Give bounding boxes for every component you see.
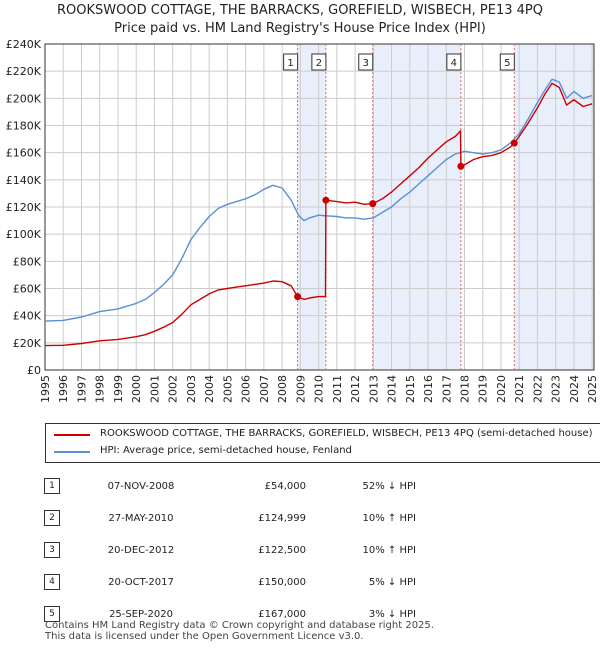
legend-hpi-label: HPI: Average price, semi-detached house,… xyxy=(100,445,352,456)
sale-hpi-diff: 10% ↑ HPI xyxy=(362,512,416,524)
y-tick-label: £220K xyxy=(6,65,42,78)
x-tick-label: 2011 xyxy=(331,375,344,403)
x-tick-label: 2006 xyxy=(240,375,253,403)
table-row: 2 27-MAY-2010 £124,999 10% ↑ HPI xyxy=(44,502,416,534)
table-row: 4 20-OCT-2017 £150,000 5% ↓ HPI xyxy=(44,566,416,598)
x-tick-label: 2016 xyxy=(422,375,435,403)
sale-hpi-diff: 52% ↓ HPI xyxy=(362,480,416,492)
table-row: 1 07-NOV-2008 £54,000 52% ↓ HPI xyxy=(44,470,416,502)
x-tick-label: 2021 xyxy=(513,375,526,403)
legend-item-property: ROOKSWOOD COTTAGE, THE BARRACKS, GOREFIE… xyxy=(46,427,600,443)
sale-price: £167,000 xyxy=(258,608,306,620)
y-tick-label: £40K xyxy=(13,310,42,323)
legend-hpi-swatch xyxy=(54,451,90,453)
sale-date: 20-OCT-2017 xyxy=(108,576,174,588)
sale-hpi-diff: 5% ↓ HPI xyxy=(368,576,416,588)
price-chart: 1 2 3 4 5 £0 £20K £40K £60K £80K £100K £120K £140K £1… xyxy=(6,38,599,403)
y-tick-label: £0 xyxy=(27,364,41,377)
sale-box-label-4: 4 xyxy=(451,58,457,69)
x-tick-label: 2010 xyxy=(313,375,326,403)
x-tick-label: 2008 xyxy=(276,375,289,403)
table-row: 3 20-DEC-2012 £122,500 10% ↑ HPI xyxy=(44,534,416,566)
sale-box-1 xyxy=(283,53,299,71)
x-tick-label: 2013 xyxy=(367,375,380,403)
x-tick-label: 1996 xyxy=(57,375,70,403)
x-tick-label: 1997 xyxy=(75,375,88,403)
sale-box-label-3: 3 xyxy=(363,58,369,69)
x-tick-label: 2015 xyxy=(404,375,417,403)
sale-point-4 xyxy=(457,162,465,170)
sale-number-badge: 4 xyxy=(44,574,60,590)
x-tick-label: 1999 xyxy=(112,375,125,403)
y-tick-label: £240K xyxy=(6,38,42,51)
sale-number-badge: 3 xyxy=(44,542,60,558)
x-tick-label: 2009 xyxy=(294,375,307,403)
sale-box-label-2: 2 xyxy=(316,58,322,69)
y-tick-label: £200K xyxy=(6,92,42,105)
sale-date: 25-SEP-2020 xyxy=(109,608,173,620)
x-tick-label: 2003 xyxy=(185,375,198,403)
sale-date: 20-DEC-2012 xyxy=(107,544,175,556)
chart-title-line1: ROOKSWOOD COTTAGE, THE BARRACKS, GOREFIE… xyxy=(57,3,543,18)
x-tick-label: 2020 xyxy=(495,375,508,403)
sale-date: 27-MAY-2010 xyxy=(108,512,174,524)
chart-title-line2: Price paid vs. HM Land Registry's House … xyxy=(114,21,486,36)
x-tick-label: 2000 xyxy=(130,375,143,403)
sale-hpi-diff: 3% ↓ HPI xyxy=(368,608,416,620)
y-tick-label: £120K xyxy=(6,201,42,214)
sale-box-3 xyxy=(358,53,374,71)
legend: ROOKSWOOD COTTAGE, THE BARRACKS, GOREFIE… xyxy=(45,423,600,463)
y-tick-label: £80K xyxy=(13,255,42,268)
plot-frame xyxy=(44,43,595,371)
sale-box-2 xyxy=(311,53,327,71)
x-tick-label: 2018 xyxy=(459,375,472,403)
sale-price: £150,000 xyxy=(258,576,306,588)
x-tick-label: 2024 xyxy=(568,375,581,403)
x-tick-label: 2005 xyxy=(221,375,234,403)
y-tick-label: £20K xyxy=(13,337,42,350)
sale-price: £54,000 xyxy=(264,480,306,492)
table-row: 5 25-SEP-2020 £167,000 3% ↓ HPI xyxy=(44,598,416,630)
sale-box-label-5: 5 xyxy=(504,58,510,69)
x-tick-label: 2017 xyxy=(440,375,453,403)
sale-number-badge: 2 xyxy=(44,510,60,526)
sale-date: 07-NOV-2008 xyxy=(107,480,175,492)
x-tick-label: 2014 xyxy=(386,375,399,403)
sales-table: 1 07-NOV-2008 £54,000 52% ↓ HPI 2 27-MAY… xyxy=(44,470,416,630)
sale-box-5 xyxy=(499,53,515,71)
sale-point-2 xyxy=(322,196,330,204)
legend-property-swatch xyxy=(54,434,90,436)
footer-copyright: Contains HM Land Registry data © Crown c… xyxy=(45,620,434,631)
sale-point-3 xyxy=(369,200,377,208)
sale-box-label-1: 1 xyxy=(287,58,293,69)
x-tick-label: 2023 xyxy=(550,375,563,403)
x-tick-label: 2019 xyxy=(477,375,490,403)
x-tick-label: 2004 xyxy=(203,375,216,403)
y-tick-label: £100K xyxy=(6,228,42,241)
x-tick-label: 1995 xyxy=(39,375,52,403)
sale-point-5 xyxy=(510,139,518,147)
sale-point-1 xyxy=(294,293,302,301)
sale-price: £124,999 xyxy=(258,512,306,524)
y-tick-label: £60K xyxy=(13,283,42,296)
sale-hpi-diff: 10% ↑ HPI xyxy=(362,544,416,556)
sale-number-badge: 1 xyxy=(44,478,60,494)
sale-number-badge: 5 xyxy=(44,606,60,622)
sale-box-4 xyxy=(446,53,462,71)
x-tick-label: 2025 xyxy=(586,375,599,403)
sale-price: £122,500 xyxy=(258,544,306,556)
x-tick-label: 2002 xyxy=(167,375,180,403)
x-tick-label: 2022 xyxy=(531,375,544,403)
x-tick-label: 2007 xyxy=(258,375,271,403)
y-tick-label: £140K xyxy=(6,174,42,187)
footer-licence: This data is licensed under the Open Gov… xyxy=(45,631,364,642)
legend-property-label: ROOKSWOOD COTTAGE, THE BARRACKS, GOREFIE… xyxy=(100,428,593,439)
x-tick-label: 1998 xyxy=(94,375,107,403)
legend-item-hpi: HPI: Average price, semi-detached house,… xyxy=(46,444,600,460)
x-tick-label: 2001 xyxy=(148,375,161,403)
y-tick-label: £180K xyxy=(6,120,42,133)
x-tick-label: 2012 xyxy=(349,375,362,403)
y-tick-label: £160K xyxy=(6,147,42,160)
